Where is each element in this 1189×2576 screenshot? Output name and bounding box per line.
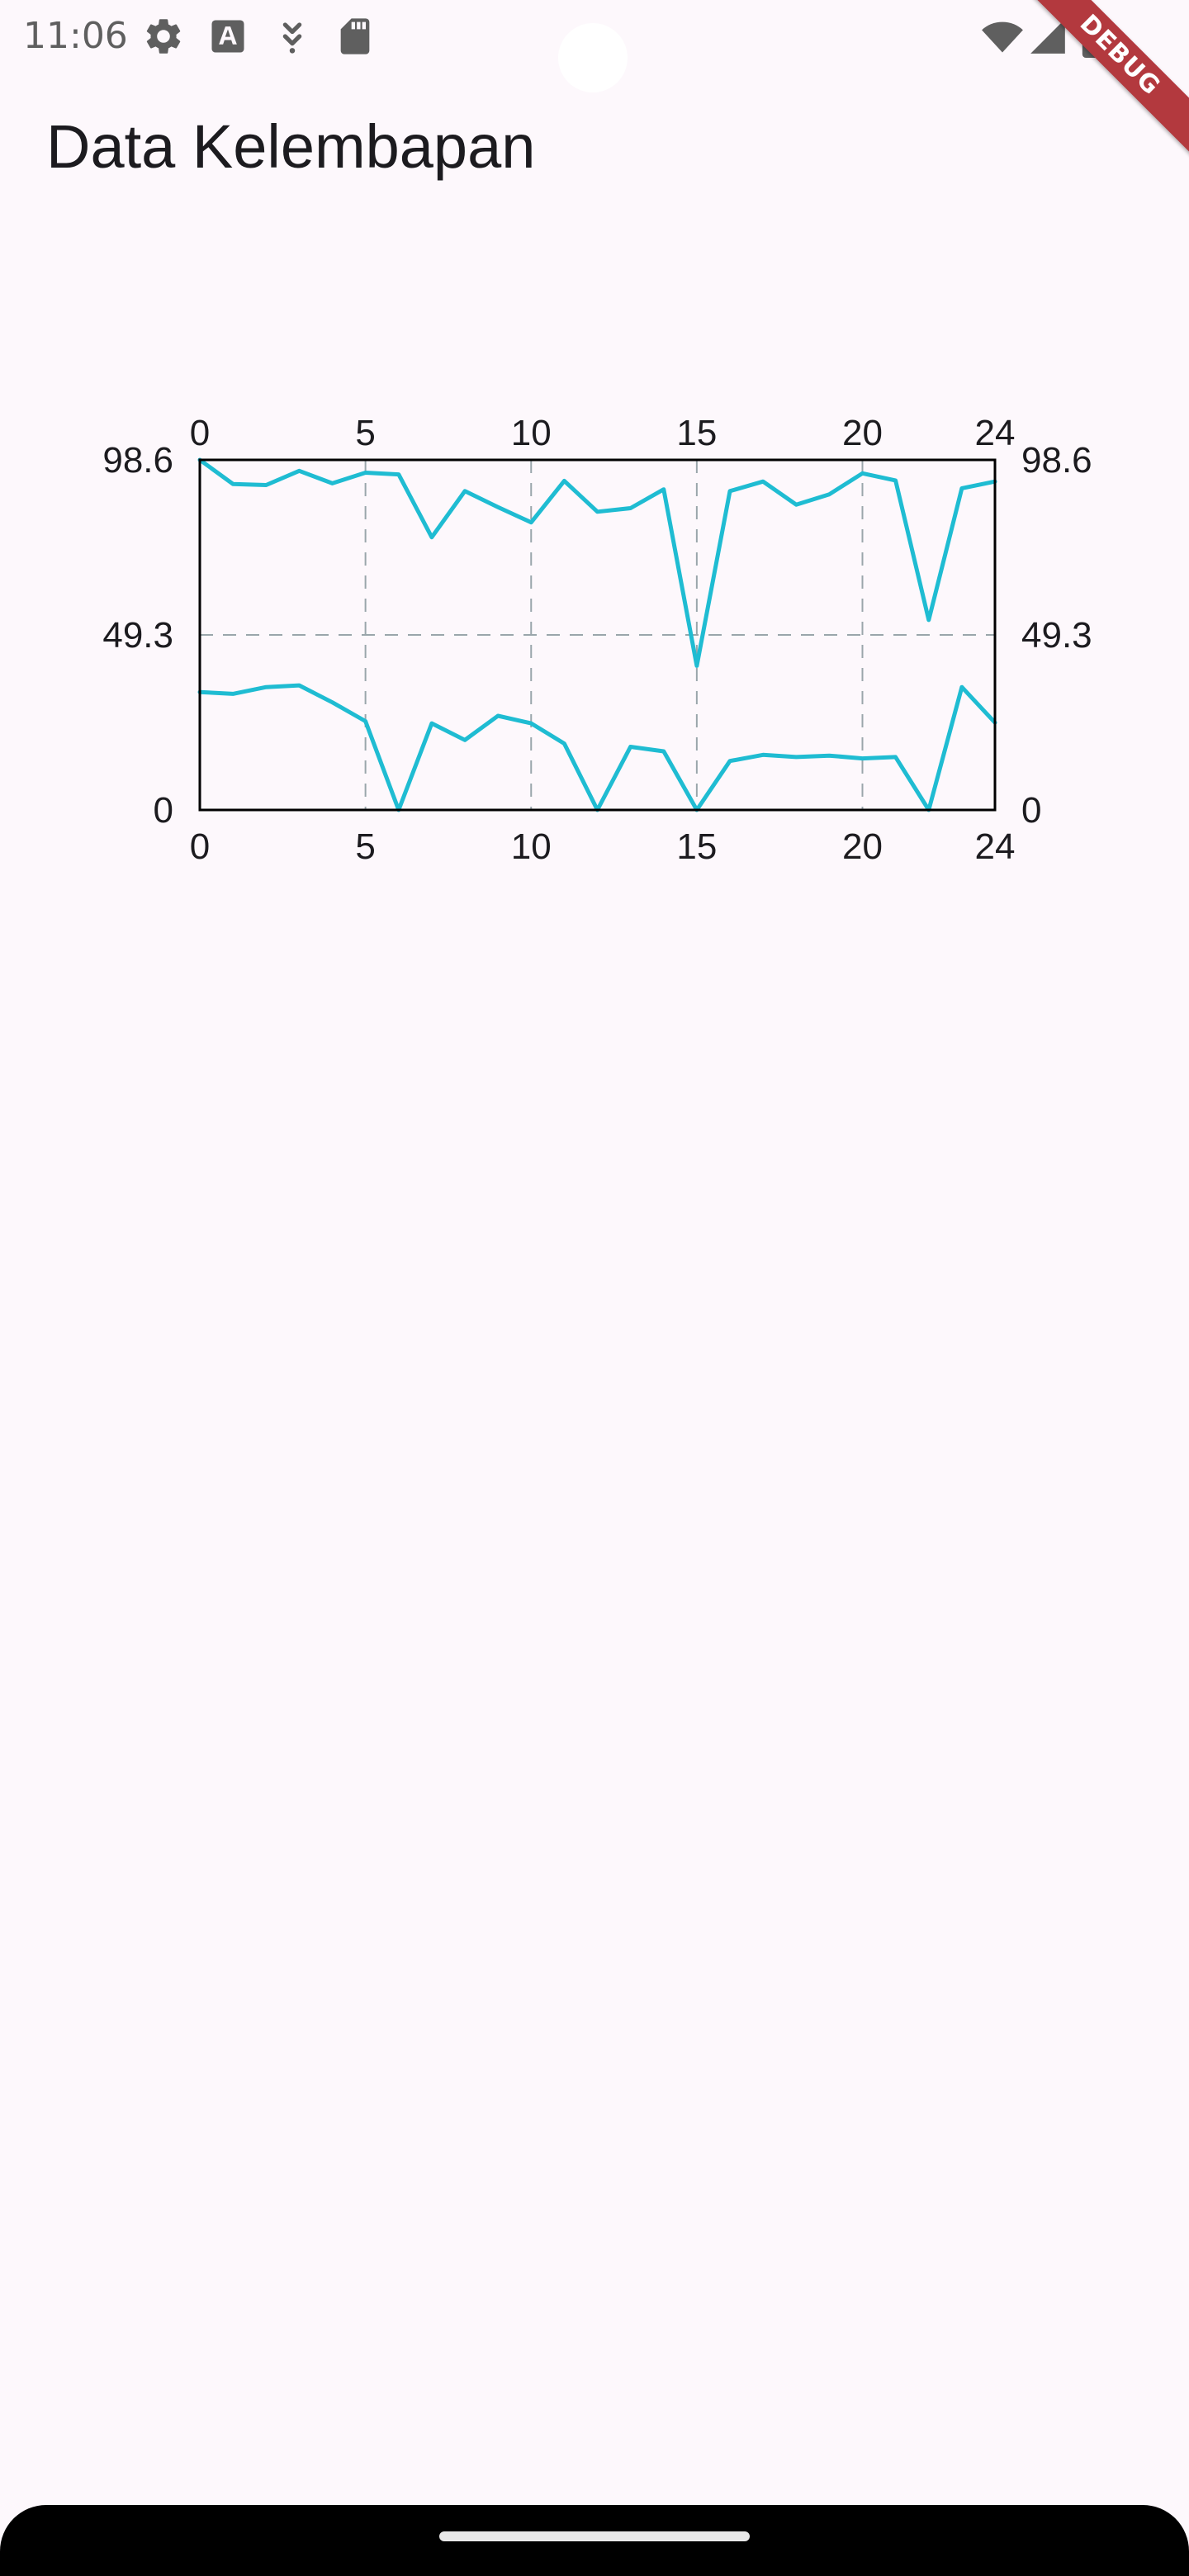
x-tick-bottom-20: 20: [842, 826, 883, 867]
y-tick-right-49.3: 49.3: [1021, 615, 1092, 656]
x-tick-bottom-10: 10: [511, 826, 552, 867]
x-tick-top-24: 24: [975, 413, 1016, 453]
y-tick-left-0: 0: [154, 790, 173, 831]
gesture-nav-bar: [0, 2505, 1189, 2576]
series-line-2: [197, 683, 997, 812]
y-tick-right-98.6: 98.6: [1021, 440, 1092, 481]
x-tick-bottom-0: 0: [190, 826, 210, 867]
sd-card-icon: [340, 18, 370, 54]
home-gesture-handle[interactable]: [439, 2531, 750, 2541]
x-tick-top-0: 0: [190, 413, 210, 453]
y-tick-left-49.3: 49.3: [102, 615, 173, 656]
font-a-icon: [211, 20, 244, 53]
y-tick-left-98.6: 98.6: [102, 440, 173, 481]
y-tick-right-0: 0: [1021, 790, 1041, 831]
x-tick-top-10: 10: [511, 413, 552, 453]
app-bar: Data Kelembapan: [0, 74, 1189, 220]
page-title: Data Kelembapan: [46, 112, 536, 181]
download-arrow-icon: [282, 22, 302, 54]
x-tick-top-5: 5: [355, 413, 375, 453]
series-line-1: [197, 457, 997, 668]
x-tick-bottom-5: 5: [355, 826, 375, 867]
status-time: 11:06: [23, 15, 128, 57]
chart-plot-frame: [198, 458, 997, 812]
camera-cutout: [558, 23, 628, 92]
x-tick-bottom-15: 15: [676, 826, 717, 867]
x-tick-bottom-24: 24: [975, 826, 1016, 867]
x-tick-top-15: 15: [676, 413, 717, 453]
wifi-icon: [982, 21, 1023, 53]
signal-icon: [1030, 19, 1065, 54]
gear-icon: [146, 19, 181, 54]
chart-grid: [200, 460, 995, 810]
x-tick-top-20: 20: [842, 413, 883, 453]
